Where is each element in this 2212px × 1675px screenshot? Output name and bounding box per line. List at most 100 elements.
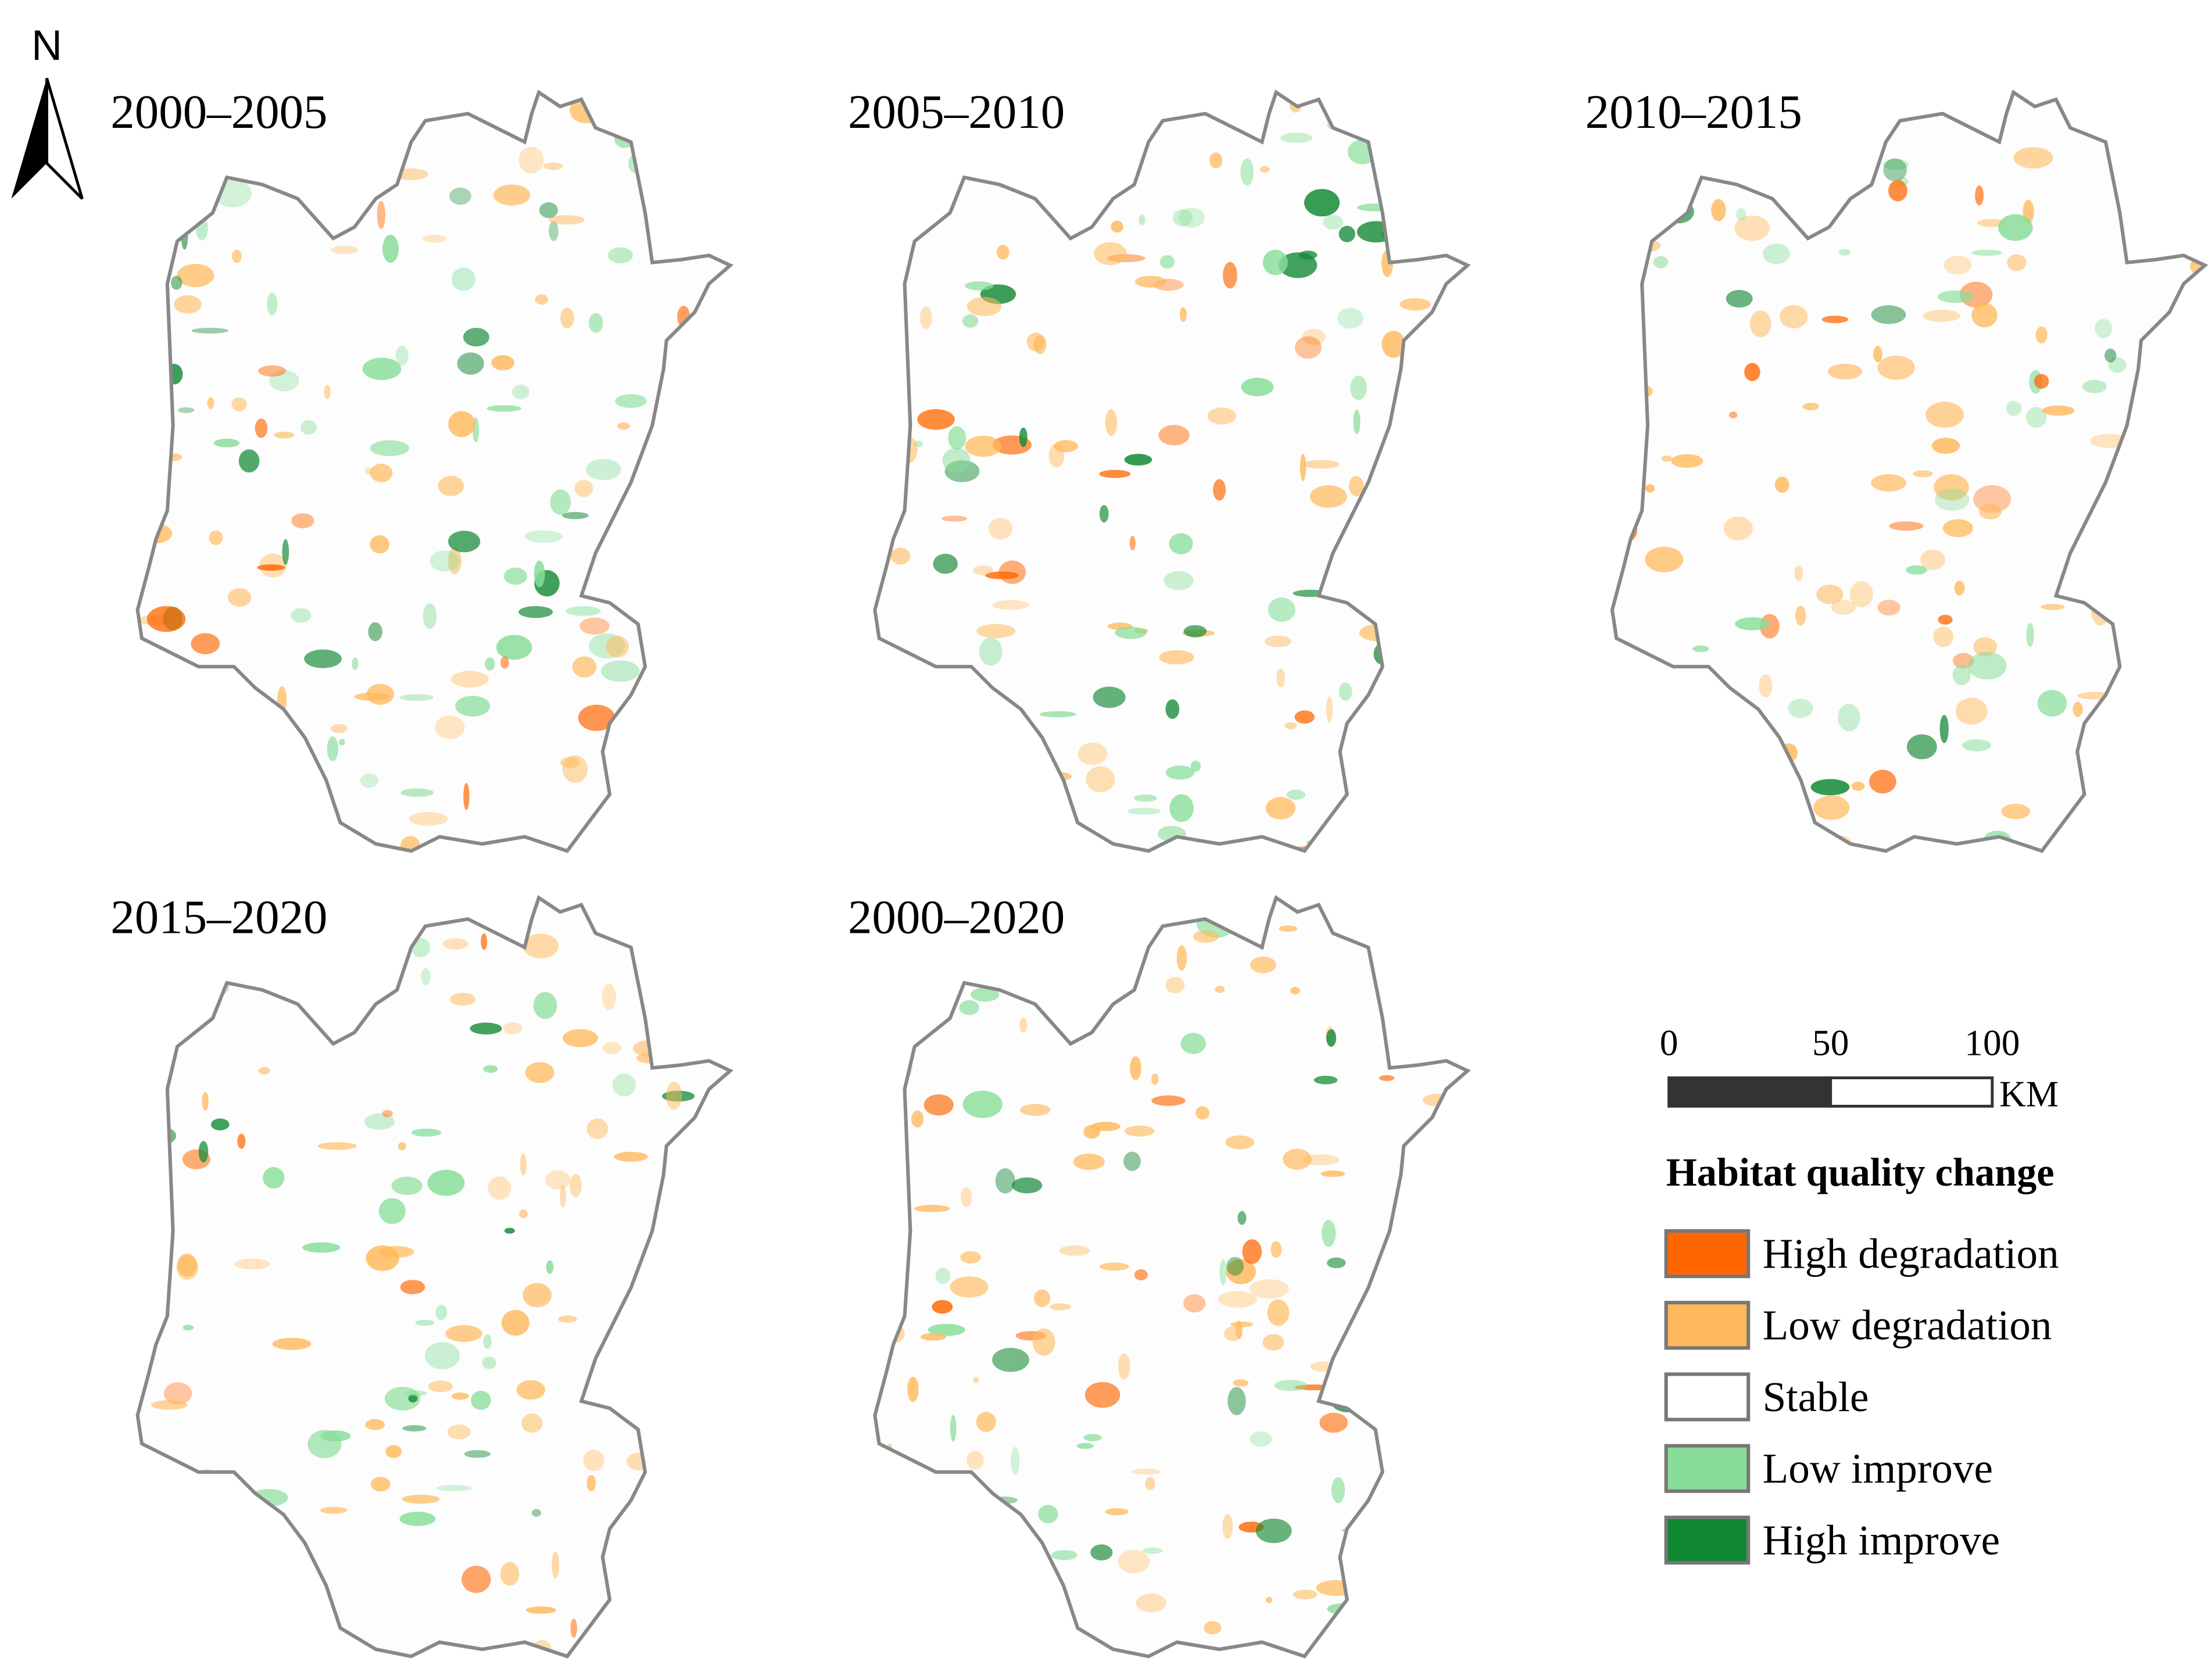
patch xyxy=(1139,214,1146,226)
patch xyxy=(1810,779,1850,796)
patch xyxy=(139,1627,146,1637)
patch xyxy=(1019,427,1028,448)
patch xyxy=(481,933,488,950)
patch xyxy=(1397,153,1414,174)
patch xyxy=(1099,504,1109,523)
patch xyxy=(954,842,985,851)
patch xyxy=(1888,180,1907,202)
patch xyxy=(1134,1269,1148,1281)
panel-title: 2010–2015 xyxy=(1585,85,1802,138)
patch xyxy=(1978,504,2002,520)
patch xyxy=(2085,825,2098,841)
patch xyxy=(1426,1046,1463,1058)
patch xyxy=(1382,968,1392,975)
patch xyxy=(1942,519,1974,538)
patch xyxy=(1129,535,1136,550)
map-panel: 2010–2015 xyxy=(1585,85,2212,853)
patch xyxy=(1648,717,1663,727)
patch xyxy=(151,1127,177,1144)
patch xyxy=(617,829,646,844)
patch xyxy=(992,1348,1029,1372)
patch xyxy=(705,1266,713,1278)
patch xyxy=(1380,1537,1408,1548)
patch xyxy=(1428,1495,1463,1519)
patch xyxy=(579,617,610,635)
patch xyxy=(1381,331,1406,358)
patch xyxy=(1934,488,1970,511)
patch xyxy=(1714,690,1727,716)
patch xyxy=(459,92,483,110)
patch xyxy=(398,910,428,917)
patch xyxy=(468,904,486,920)
patch xyxy=(998,560,1026,584)
patch xyxy=(343,980,356,1001)
patch xyxy=(720,1406,731,1432)
patch xyxy=(907,1376,919,1402)
patch xyxy=(639,1340,649,1353)
patch xyxy=(1286,789,1306,800)
patch xyxy=(165,363,183,385)
patch xyxy=(933,553,958,574)
patch xyxy=(140,1110,169,1134)
patch xyxy=(1794,566,1803,581)
patch xyxy=(1159,255,1175,269)
patch xyxy=(516,1380,546,1400)
patch xyxy=(1906,734,1937,760)
patch xyxy=(1290,987,1300,994)
patch xyxy=(1617,824,1631,847)
patch xyxy=(1375,166,1400,181)
patch xyxy=(1423,1618,1433,1640)
patch xyxy=(1262,1334,1284,1351)
patch xyxy=(989,1542,1010,1561)
patch xyxy=(1838,703,1860,732)
patch xyxy=(1763,244,1790,264)
patch xyxy=(176,1562,184,1582)
patch xyxy=(429,550,460,572)
patch xyxy=(535,294,549,305)
patch xyxy=(1361,575,1389,596)
patch xyxy=(1126,143,1133,171)
patch xyxy=(1662,680,1688,689)
patch xyxy=(451,1392,470,1400)
patch xyxy=(1084,1381,1121,1408)
patch xyxy=(261,768,295,782)
patch xyxy=(967,296,1002,316)
patch xyxy=(1032,1328,1055,1356)
patch xyxy=(182,1325,194,1331)
patch xyxy=(697,1406,720,1422)
patch xyxy=(623,1597,663,1620)
patch xyxy=(1889,521,1924,531)
patch xyxy=(543,162,563,170)
patch xyxy=(629,783,667,791)
patch xyxy=(522,1283,552,1308)
patch xyxy=(1164,571,1194,590)
patch xyxy=(550,489,571,515)
patch xyxy=(192,778,215,803)
patch xyxy=(578,704,615,731)
patch xyxy=(1774,477,1789,493)
patch xyxy=(1372,1275,1384,1290)
patch xyxy=(2164,827,2196,833)
patch xyxy=(1283,1148,1312,1170)
patch xyxy=(1274,1380,1308,1391)
patch xyxy=(1127,807,1161,815)
patch xyxy=(1123,1151,1141,1171)
patch xyxy=(962,314,979,328)
patch xyxy=(1038,1505,1058,1523)
patch xyxy=(875,702,901,713)
patch xyxy=(382,234,399,263)
patch xyxy=(378,1198,406,1224)
patch xyxy=(327,736,338,761)
patch xyxy=(2170,527,2178,552)
patch xyxy=(1933,627,1954,647)
patch xyxy=(1399,298,1431,311)
scale-segment xyxy=(1667,1076,1832,1108)
patch xyxy=(448,547,461,574)
patch xyxy=(1118,1549,1150,1573)
patch xyxy=(1057,942,1097,954)
patch xyxy=(1302,460,1340,469)
patch xyxy=(1316,1580,1356,1597)
patch xyxy=(1430,1026,1448,1036)
patch xyxy=(1165,699,1180,719)
patch xyxy=(1407,1176,1438,1189)
